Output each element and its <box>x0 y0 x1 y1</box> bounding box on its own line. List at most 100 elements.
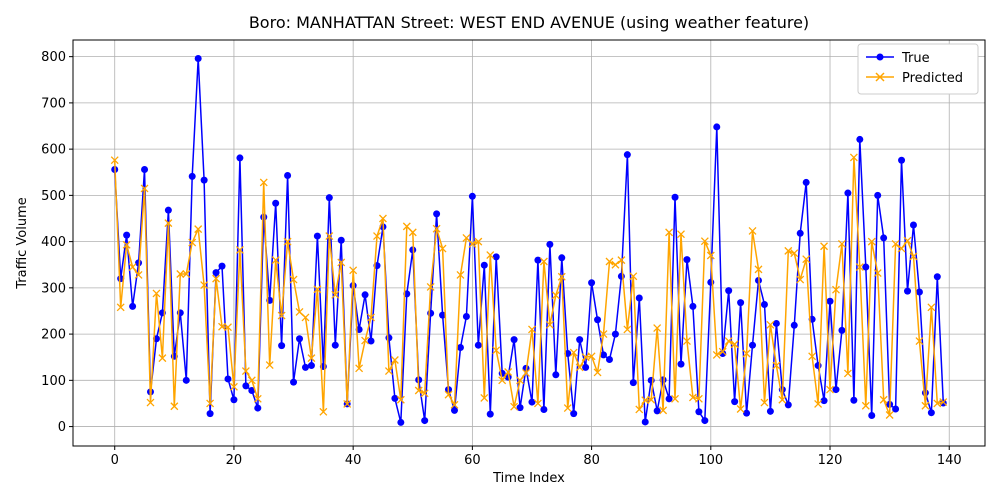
data-point <box>373 232 381 241</box>
data-point <box>533 399 542 408</box>
data-point <box>390 356 399 364</box>
data-point <box>242 382 250 390</box>
data-point <box>385 334 393 342</box>
data-point <box>391 394 399 402</box>
data-point <box>784 246 793 255</box>
data-point <box>832 386 840 394</box>
data-point <box>301 363 309 371</box>
data-point <box>296 335 304 343</box>
data-point <box>665 395 673 403</box>
x-tick-label: 120 <box>818 453 843 468</box>
data-point <box>772 319 780 327</box>
data-point <box>647 395 656 404</box>
data-point <box>164 219 173 228</box>
series-true <box>111 54 947 426</box>
data-point <box>313 232 321 240</box>
data-point <box>635 294 643 302</box>
data-point <box>862 263 870 271</box>
data-point <box>719 350 727 358</box>
data-point <box>265 361 274 370</box>
data-point <box>290 378 298 386</box>
data-point <box>408 228 417 237</box>
data-point <box>212 269 220 277</box>
data-point <box>397 418 405 426</box>
data-point <box>337 236 345 244</box>
data-point <box>892 405 900 413</box>
data-point <box>427 309 435 317</box>
data-point <box>659 406 668 415</box>
data-point <box>361 291 369 299</box>
data-point <box>200 176 208 184</box>
data-point <box>224 375 232 383</box>
data-point <box>861 401 870 410</box>
data-point <box>123 231 131 239</box>
data-point <box>921 401 930 410</box>
data-point <box>927 303 936 312</box>
data-point <box>253 394 262 403</box>
data-point <box>516 404 524 412</box>
data-point <box>718 347 727 356</box>
data-point <box>456 344 464 352</box>
data-point <box>480 261 488 269</box>
data-point <box>450 400 459 409</box>
data-point <box>379 214 387 223</box>
data-point <box>641 418 649 426</box>
data-point <box>856 135 864 143</box>
data-point <box>605 356 613 364</box>
data-point <box>540 405 548 413</box>
data-point <box>241 367 250 376</box>
data-point <box>683 256 691 264</box>
data-point <box>558 254 566 262</box>
x-axis-ticks: 0 20 40 60 80 100 120 140 <box>111 446 962 468</box>
data-point <box>498 376 507 385</box>
data-point <box>539 257 548 266</box>
data-point <box>790 321 798 329</box>
data-point <box>868 411 876 419</box>
y-tick-label: 0 <box>58 420 66 435</box>
x-tick-label: 0 <box>111 453 119 468</box>
data-point <box>438 244 447 253</box>
data-point <box>599 330 608 339</box>
data-point <box>617 272 625 280</box>
data-point <box>229 382 238 391</box>
data-point <box>307 362 315 370</box>
data-point <box>444 390 453 399</box>
data-point <box>367 337 375 345</box>
data-point <box>492 346 501 355</box>
data-point <box>588 279 596 287</box>
data-point <box>325 194 333 202</box>
data-point <box>891 239 900 248</box>
data-point <box>474 237 483 246</box>
data-point <box>790 249 799 258</box>
data-point <box>749 341 757 349</box>
data-point <box>152 289 161 298</box>
data-point <box>766 407 774 415</box>
data-point <box>337 258 346 267</box>
data-point <box>516 376 525 385</box>
y-axis-ticks: 0 100 200 300 400 500 600 700 800 <box>41 50 73 435</box>
data-point <box>712 350 721 359</box>
y-tick-label: 500 <box>41 189 66 204</box>
data-point <box>909 252 918 261</box>
legend-true-marker <box>876 53 884 61</box>
data-point <box>557 272 566 281</box>
data-point <box>426 282 435 291</box>
data-point <box>677 230 685 239</box>
data-point <box>874 191 882 199</box>
y-tick-label: 200 <box>41 328 66 343</box>
data-point <box>116 303 125 312</box>
data-point <box>724 337 733 345</box>
data-point <box>760 398 769 407</box>
data-point <box>432 224 441 233</box>
data-point <box>820 397 828 405</box>
data-point <box>235 245 244 254</box>
x-tick-label: 80 <box>583 453 600 468</box>
data-point <box>128 263 137 272</box>
data-point <box>259 178 268 187</box>
data-point <box>623 325 632 334</box>
y-axis-label: Traffic Volume <box>15 197 30 290</box>
y-tick-label: 400 <box>41 235 66 250</box>
data-point <box>731 398 739 406</box>
data-point <box>278 342 286 350</box>
data-point <box>939 398 948 407</box>
